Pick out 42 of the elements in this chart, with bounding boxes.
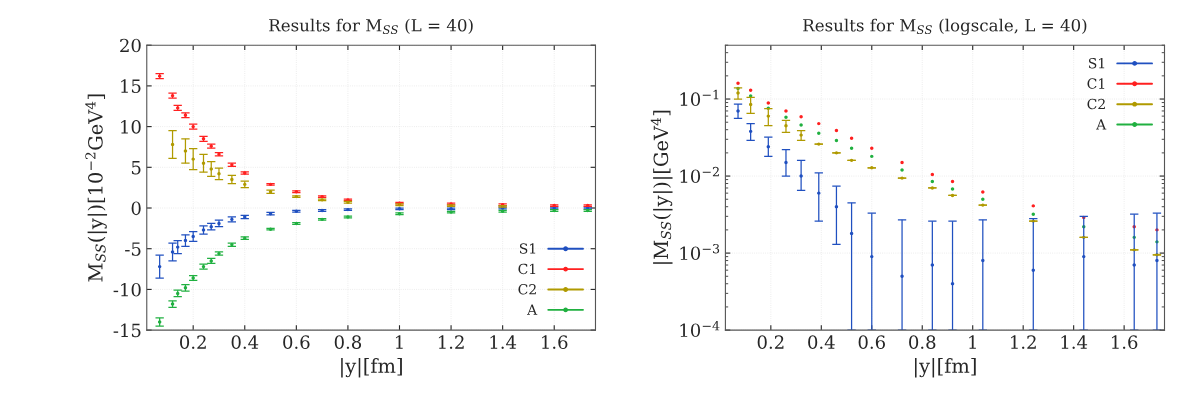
y-axis-title: |M$_{SS}$(|y|)|[GeV$^{4}$] bbox=[650, 110, 673, 264]
x-tick-label: 0.4 bbox=[231, 335, 259, 349]
x-tick-label: 1.4 bbox=[490, 335, 517, 349]
x-tick-label: 0.2 bbox=[180, 335, 206, 349]
legend-label: C2 bbox=[518, 284, 536, 295]
x-tick-label: 1.4 bbox=[1061, 335, 1088, 349]
x-axis-title: |y|[fm] bbox=[341, 358, 402, 378]
legend-label: S1 bbox=[519, 243, 536, 254]
x-tick-label: 1.6 bbox=[1111, 335, 1138, 349]
x-tick-label: 1 bbox=[969, 335, 976, 349]
x-tick-label: 0.8 bbox=[334, 335, 362, 349]
legend-label: A bbox=[527, 304, 538, 315]
x-tick-label: 1.6 bbox=[542, 335, 568, 349]
y-tick-label: 5 bbox=[131, 161, 141, 175]
y-tick-label: 10$^{−4}$ bbox=[680, 320, 720, 338]
y-tick-label: -15 bbox=[113, 323, 141, 338]
y-tick-label: 10$^{−3}$ bbox=[680, 243, 720, 261]
x-tick-label: 1.2 bbox=[438, 335, 464, 349]
x-axis-title: |y|[fm] bbox=[915, 358, 976, 378]
y-tick-label: -10 bbox=[113, 282, 141, 297]
x-tick-label: 0.6 bbox=[283, 335, 310, 349]
x-tick-label: 0.8 bbox=[909, 335, 936, 349]
legend-label: A bbox=[1096, 119, 1107, 130]
chart-title: Results for M$_{SS}$ (L = 40) bbox=[269, 18, 473, 35]
y-tick-label: 15 bbox=[121, 79, 141, 94]
y-tick-label: 20 bbox=[120, 38, 141, 53]
chart-title: Results for M$_{SS}$ (logscale, L = 40) bbox=[803, 18, 1087, 36]
y-tick-label: -5 bbox=[125, 242, 141, 256]
y-axis-title: M$_{SS}$(|y|)[10$^{−2}$GeV$^{4}$] bbox=[85, 94, 108, 282]
x-tick-label: 0.4 bbox=[808, 335, 835, 349]
y-tick-label: 10 bbox=[121, 120, 141, 134]
legend-label: C1 bbox=[518, 263, 536, 275]
y-tick-label: 0 bbox=[131, 201, 141, 216]
x-tick-label: 1 bbox=[395, 335, 403, 349]
legend-label: S1 bbox=[1088, 57, 1105, 69]
y-tick-label: 10$^{−2}$ bbox=[680, 166, 719, 184]
y-tick-label: 10$^{−1}$ bbox=[680, 89, 719, 107]
x-tick-label: 0.2 bbox=[757, 335, 784, 349]
legend-label: C1 bbox=[1087, 78, 1105, 89]
x-tick-label: 0.6 bbox=[858, 335, 885, 349]
x-tick-label: 1.2 bbox=[1011, 335, 1036, 349]
legend-label: C2 bbox=[1087, 98, 1105, 110]
